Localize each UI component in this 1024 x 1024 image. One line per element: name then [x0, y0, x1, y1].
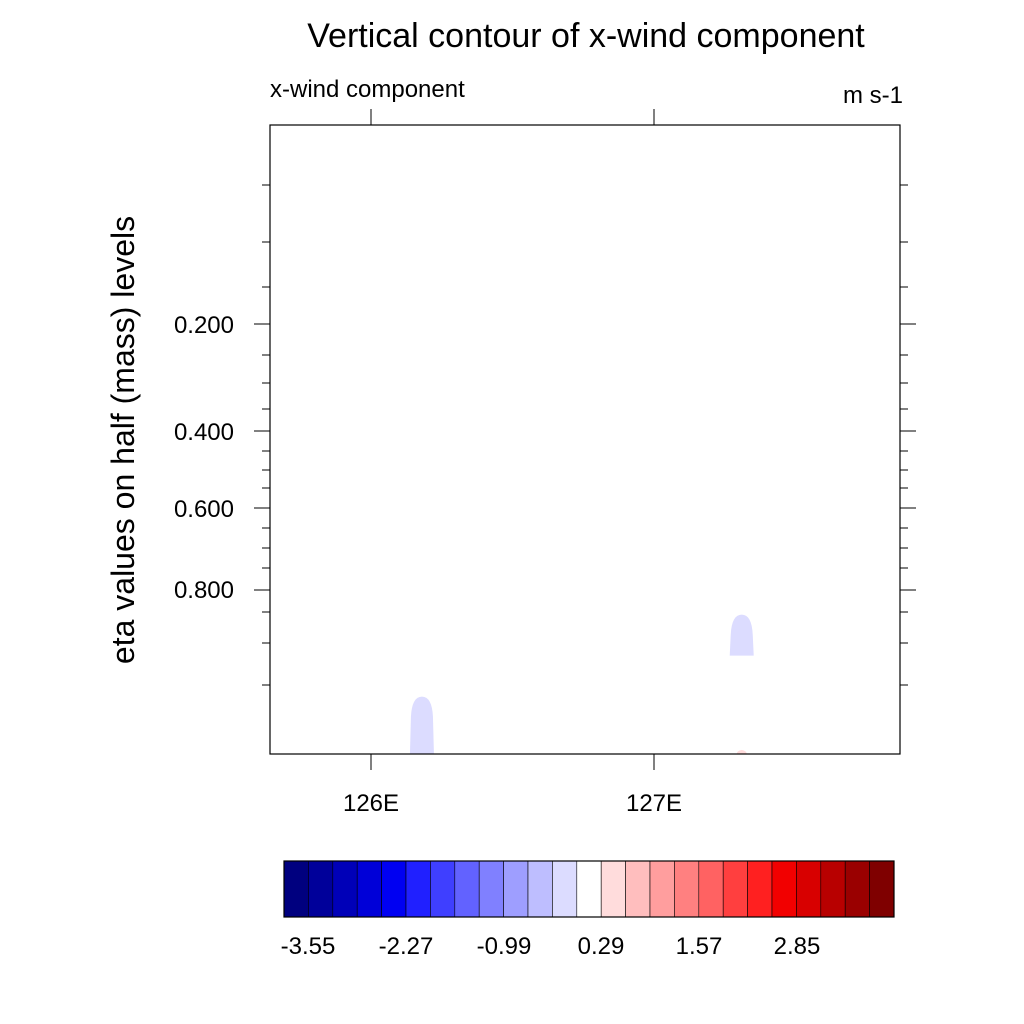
colorbar-box-25 [869, 860, 895, 918]
colorbar-box-13 [576, 860, 602, 918]
colorbar-box-19 [722, 860, 748, 918]
colorbar-box-8 [454, 860, 480, 918]
colorbar-label-4: 0.29 [578, 933, 625, 960]
plot-area [270, 125, 900, 754]
contour-feature-3 [736, 749, 747, 754]
x-tick-label-127e: 127E [626, 790, 682, 817]
plot-frame [269, 124, 901, 755]
axis-ticks [254, 109, 916, 770]
colorbar-box-20 [747, 860, 773, 918]
colorbar-box-4 [356, 860, 382, 918]
colorbar-box-22 [796, 860, 822, 918]
colorbar-box-9 [478, 860, 504, 918]
colorbar-box-12 [552, 860, 578, 918]
colorbar-box-18 [698, 860, 724, 918]
colorbar-box-3 [332, 860, 358, 918]
colorbar-label-1: -3.55 [281, 933, 336, 960]
colorbar-box-11 [527, 860, 553, 918]
colorbar-box-24 [844, 860, 870, 918]
colorbar-box-21 [771, 860, 797, 918]
left-string: x-wind component [270, 76, 465, 103]
chart-title: Vertical contour of x-wind component [307, 17, 865, 55]
contour-features [409, 614, 754, 754]
contour-feature-2 [729, 614, 754, 656]
colorbar-box-2 [308, 860, 334, 918]
colorbar-label-5: 1.57 [676, 933, 723, 960]
y-tick-label-0-600: 0.600 [174, 496, 234, 523]
colorbar-box-7 [430, 860, 456, 918]
colorbar-box-1 [283, 860, 309, 918]
colorbar-frame [283, 860, 895, 918]
x-tick-label-126e: 126E [343, 790, 399, 817]
colorbar-box-15 [625, 860, 651, 918]
colorbar-box-14 [600, 860, 626, 918]
colorbar-label-3: -0.99 [477, 933, 532, 960]
colorbar [283, 860, 895, 918]
y-tick-label-0-800: 0.800 [174, 577, 234, 604]
colorbar-box-17 [674, 860, 700, 918]
colorbar-box-5 [381, 860, 407, 918]
colorbar-box-23 [820, 860, 846, 918]
colorbar-box-10 [503, 860, 529, 918]
colorbar-label-2: -2.27 [379, 933, 434, 960]
units-string: m s-1 [843, 82, 903, 109]
y-tick-label-0-200: 0.200 [174, 312, 234, 339]
y-tick-label-0-400: 0.400 [174, 419, 234, 446]
colorbar-box-16 [649, 860, 675, 918]
contour-feature-1 [409, 696, 434, 754]
colorbar-label-6: 2.85 [774, 933, 821, 960]
y-axis-label: eta values on half (mass) levels [105, 216, 141, 664]
colorbar-box-6 [405, 860, 431, 918]
